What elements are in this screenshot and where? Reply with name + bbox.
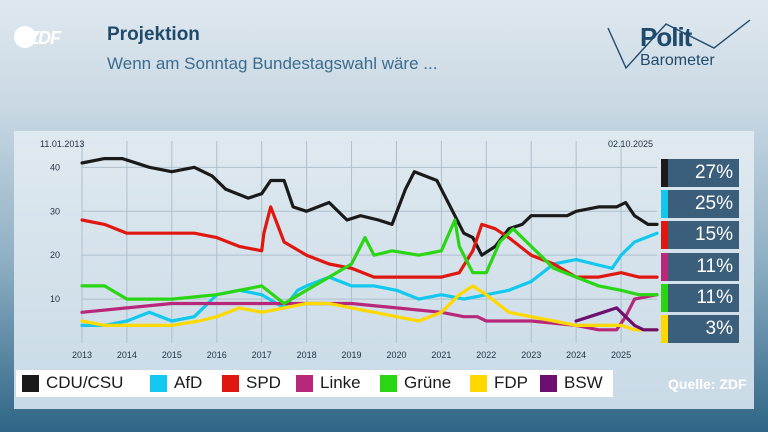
- value-box-cdu: 27%: [661, 159, 739, 187]
- x-tick-label: 2014: [117, 350, 137, 360]
- politbarometer-logo: Polit Barometer: [604, 18, 754, 76]
- value-cdu: 27%: [694, 162, 733, 183]
- legend-swatch-cdu: [22, 375, 39, 392]
- value-box-spd: 15%: [661, 221, 739, 249]
- legend-swatch-spd: [222, 375, 239, 392]
- politbarometer-graphic: [607, 19, 751, 70]
- end-date-label: 02.10.2025: [608, 139, 654, 149]
- value-afd: 25%: [694, 193, 733, 214]
- x-tick-label: 2015: [162, 350, 182, 360]
- x-tick-label: 2013: [72, 350, 92, 360]
- value-box-linke: 11%: [661, 253, 739, 281]
- x-tick-label: 2023: [521, 350, 541, 360]
- value-box-gruene: 11%: [661, 284, 739, 312]
- value-spd: 15%: [694, 224, 733, 245]
- value-stripe-spd: [661, 221, 668, 249]
- value-stripe-cdu: [661, 159, 668, 187]
- legend-label-gruene: Grüne: [404, 373, 452, 392]
- x-tick-label: 2018: [297, 350, 317, 360]
- chart-legend: CDU/CSU AfD SPD Linke Grüne FDP BSW: [16, 370, 613, 397]
- value-box-fdp: 3%: [661, 315, 739, 343]
- series-line-0: [80, 157, 659, 257]
- legend-swatch-linke: [296, 375, 313, 392]
- chart-plot: 10 20 30 40 2013 2014 2015 2016 2017 2018 2019 2020…: [50, 141, 659, 360]
- series-line-3: [80, 293, 659, 332]
- chart-subtitle: Wenn am Sonntag Bundestagswahl wäre ...: [107, 54, 438, 73]
- value-stripe-afd: [661, 190, 668, 218]
- legend-swatch-afd: [150, 375, 167, 392]
- brand-polit: Polit: [640, 22, 692, 52]
- x-tick-label: 2020: [386, 350, 406, 360]
- chart-panel: [14, 131, 754, 409]
- x-tick-label: 2021: [431, 350, 451, 360]
- brand-barometer: Barometer: [640, 52, 715, 69]
- logo-circle: [14, 26, 36, 48]
- logo-text: ZDF: [28, 28, 61, 48]
- legend-label-cdu: CDU/CSU: [46, 373, 124, 392]
- y-tick-label: 40: [50, 162, 60, 172]
- series-line-4: [80, 218, 659, 306]
- value-gruene: 11%: [696, 287, 733, 308]
- x-tick-label: 2019: [342, 350, 362, 360]
- series-line-5: [80, 284, 659, 332]
- x-tick-label: 2017: [252, 350, 272, 360]
- value-stripe-gruene: [661, 284, 668, 312]
- y-tick-label: 30: [50, 206, 60, 216]
- value-box-afd: 25%: [661, 190, 739, 218]
- value-stripe-fdp: [661, 315, 668, 343]
- x-tick-label: 2025: [611, 350, 631, 360]
- start-date-label: 11.01.2013: [40, 139, 85, 149]
- x-tick-label: 2022: [476, 350, 496, 360]
- legend-label-linke: Linke: [320, 373, 361, 392]
- zdf-logo: ZDF: [14, 26, 76, 50]
- chart-title: Projektion: [107, 24, 200, 45]
- legend-label-afd: AfD: [174, 373, 203, 392]
- legend-label-fdp: FDP: [494, 373, 528, 392]
- legend-swatch-gruene: [380, 375, 397, 392]
- y-tick-label: 20: [50, 250, 60, 260]
- x-tick-label: 2024: [566, 350, 586, 360]
- series-line-6: [574, 306, 659, 332]
- series-line-1: [80, 231, 659, 327]
- x-tick-label: 2016: [207, 350, 227, 360]
- legend-swatch-fdp: [470, 375, 487, 392]
- value-linke: 11%: [696, 256, 733, 277]
- legend-label-spd: SPD: [246, 373, 281, 392]
- value-fdp: 3%: [705, 318, 733, 339]
- source-label: Quelle: ZDF: [668, 376, 747, 392]
- value-stripe-linke: [661, 253, 668, 281]
- series-line-2: [80, 205, 659, 279]
- legend-swatch-bsw: [540, 375, 557, 392]
- y-tick-label: 10: [50, 294, 60, 304]
- legend-label-bsw: BSW: [564, 373, 603, 392]
